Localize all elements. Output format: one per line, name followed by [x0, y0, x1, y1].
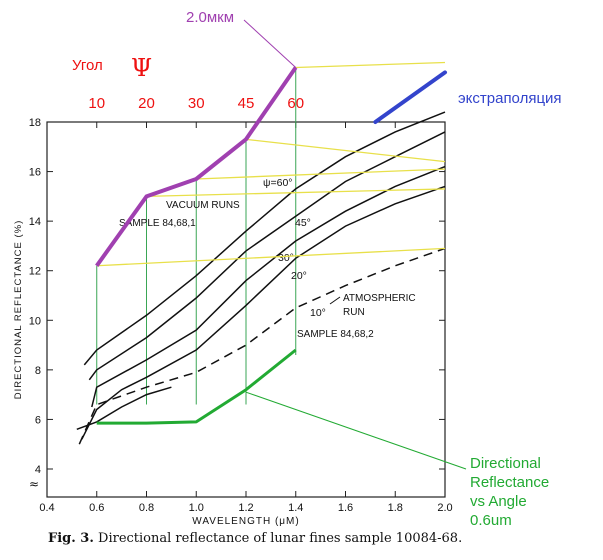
- series-line: [78, 247, 446, 445]
- purple-2um-line: [95, 66, 298, 267]
- angle-value-label: 30: [188, 95, 205, 112]
- angle-value-label: 60: [287, 95, 304, 112]
- angle-value-label: 20: [138, 95, 155, 112]
- annotation-sample-atmospheric: SAMPLE 84,68,2: [297, 329, 374, 340]
- series-label-20: 20°: [291, 270, 307, 282]
- green-label-line: 0.6um: [470, 512, 512, 529]
- y-tick-label: 12: [29, 266, 41, 278]
- y-tick-label: 16: [29, 167, 41, 179]
- series-label-10: 10°: [310, 307, 326, 319]
- green-label-leader: [245, 391, 467, 470]
- figure-caption: Fig. 3. Directional reflectance of lunar…: [48, 531, 462, 546]
- y-tick-label: 8: [35, 365, 41, 377]
- series-layer: [76, 111, 446, 445]
- annotation-atmospheric-run-2: RUN: [343, 307, 365, 318]
- atmospheric-pointer: [329, 296, 341, 305]
- angle-title: Угол: [72, 57, 103, 74]
- series-line: [91, 165, 446, 408]
- y-tick-label: 14: [29, 216, 41, 228]
- caption-figure-number: Fig. 3.: [48, 531, 94, 546]
- yellow-connector-line: [96, 247, 446, 267]
- series-line: [76, 386, 172, 431]
- green-label-line: Directional: [470, 455, 541, 472]
- overlay-layer: Угол Ψ 10 20 30 45 60 2.0мкм экстраполяция Direct…: [72, 9, 562, 529]
- yellow-connector-line: [245, 138, 446, 163]
- x-tick-label: 2.0: [437, 502, 452, 514]
- green-label-line: Reflectance: [470, 474, 549, 491]
- y-axis-title: DIRECTIONAL REFLECTANCE (%): [13, 220, 24, 400]
- x-tick-label: 1.8: [388, 502, 403, 514]
- yellow-connector-line: [196, 168, 446, 180]
- extrapolation-line: [373, 70, 447, 124]
- y-tick-label: 4: [35, 464, 41, 476]
- purple-label-leader: [243, 19, 297, 68]
- series-label-60: ψ=60°: [263, 177, 293, 189]
- series-line: [88, 131, 446, 381]
- x-tick-label: 1.2: [238, 502, 253, 514]
- psi-symbol: Ψ: [131, 54, 152, 82]
- angle-value-label: 10: [88, 95, 105, 112]
- axis-break-symbol: ≈: [29, 477, 39, 491]
- extrapolation-label: экстраполяция: [458, 90, 562, 107]
- annotation-layer: VACUUM RUNS SAMPLE 84,68,1 ATMOSPHERIC RUN S…: [119, 177, 416, 340]
- x-tick-label: 1.4: [288, 502, 303, 514]
- angle-value-label: 45: [238, 95, 255, 112]
- x-tick-label: 1.0: [189, 502, 204, 514]
- annotation-sample-vacuum: SAMPLE 84,68,1: [119, 218, 196, 229]
- x-tick-label: 0.8: [139, 502, 154, 514]
- caption-text: Directional reflectance of lunar fines s…: [98, 531, 463, 546]
- yellow-connector-line: [146, 188, 446, 198]
- plot-frame: 4 6 8 10 12 14 16 18 0.4 0.6 0.8 1.0 1.2 1.4 1.6 1.8 2.0…: [13, 67, 453, 527]
- x-axis-title: WAVELENGTH (μM): [192, 516, 299, 527]
- y-tick-label: 6: [35, 414, 41, 426]
- series-label-30: 30°: [278, 252, 294, 264]
- annotation-vacuum-runs: VACUUM RUNS: [166, 200, 240, 211]
- green-label-line: vs Angle: [470, 493, 527, 510]
- series-line: [81, 185, 446, 440]
- purple-label: 2.0мкм: [186, 9, 234, 26]
- x-tick-label: 0.4: [39, 502, 54, 514]
- series-line: [83, 111, 446, 366]
- y-tick-label: 18: [29, 117, 41, 129]
- yellow-connector-line: [295, 61, 446, 69]
- x-tick-label: 1.6: [338, 502, 353, 514]
- green-06um-line: [96, 348, 297, 425]
- y-tick-label: 10: [29, 315, 41, 327]
- annotation-atmospheric-run: ATMOSPHERIC: [343, 293, 416, 304]
- x-tick-label: 0.6: [89, 502, 104, 514]
- series-label-45: 45°: [295, 217, 311, 229]
